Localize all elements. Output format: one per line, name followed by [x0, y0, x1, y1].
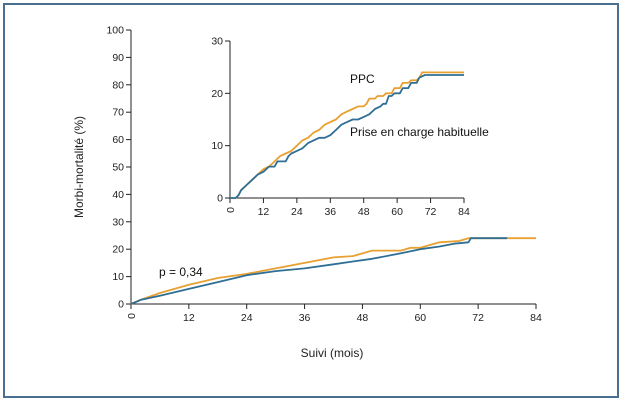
y-tick-label: 60 — [112, 134, 124, 146]
y-tick-label: 20 — [211, 88, 223, 100]
x-tick-label: 0 — [126, 313, 138, 319]
y-tick-label: 80 — [112, 79, 124, 91]
x-tick-label: 84 — [458, 206, 470, 218]
y-tick-label: 90 — [112, 52, 124, 64]
x-tick-label: 48 — [357, 312, 369, 324]
y-tick-label: 30 — [112, 216, 124, 228]
series-line-ppc — [130, 237, 536, 305]
x-tick-label: 36 — [299, 312, 311, 324]
x-tick-label: 24 — [241, 312, 253, 324]
x-tick-label: 72 — [425, 206, 437, 218]
x-tick-label: 12 — [258, 206, 270, 218]
x-tick-label: 24 — [291, 206, 303, 218]
y-tick-label: 10 — [211, 140, 223, 152]
y-tick-label: 40 — [112, 189, 124, 201]
x-tick-label: 60 — [391, 206, 403, 218]
y-tick-label: 30 — [211, 36, 223, 48]
x-tick-label: 12 — [183, 312, 195, 324]
x-tick-label: 36 — [324, 206, 336, 218]
y-tick-label: 100 — [106, 25, 124, 37]
y-tick-label: 0 — [217, 193, 223, 205]
x-tick-label: 60 — [414, 312, 426, 324]
y-tick-label: 70 — [112, 107, 124, 119]
x-tick-label: 84 — [530, 312, 542, 324]
inset-plot: 0 10 20 30 0 12 24 36 48 60 72 84 — [211, 36, 470, 219]
y-tick-label: 0 — [118, 299, 124, 311]
legend-label-ppc: PPC — [350, 72, 375, 86]
x-tick-label: 48 — [358, 206, 370, 218]
series-line-prise-en-charge — [130, 237, 508, 305]
y-tick-label: 50 — [112, 162, 124, 174]
legend-label-prise-en-charge: Prise en charge habituelle — [350, 125, 489, 139]
y-tick-label: 10 — [112, 271, 124, 283]
x-axis-title: Suivi (mois) — [301, 346, 364, 360]
x-tick-label: 0 — [225, 207, 237, 213]
p-value-annotation: p = 0,34 — [159, 265, 203, 279]
series-line-ppc — [230, 71, 464, 199]
series-line-prise-en-charge — [230, 74, 464, 199]
x-tick-label: 72 — [472, 312, 484, 324]
y-tick-label: 20 — [112, 244, 124, 256]
y-axis-title: Morbi-mortalité (%) — [72, 116, 86, 218]
figure-frame — [3, 3, 619, 398]
